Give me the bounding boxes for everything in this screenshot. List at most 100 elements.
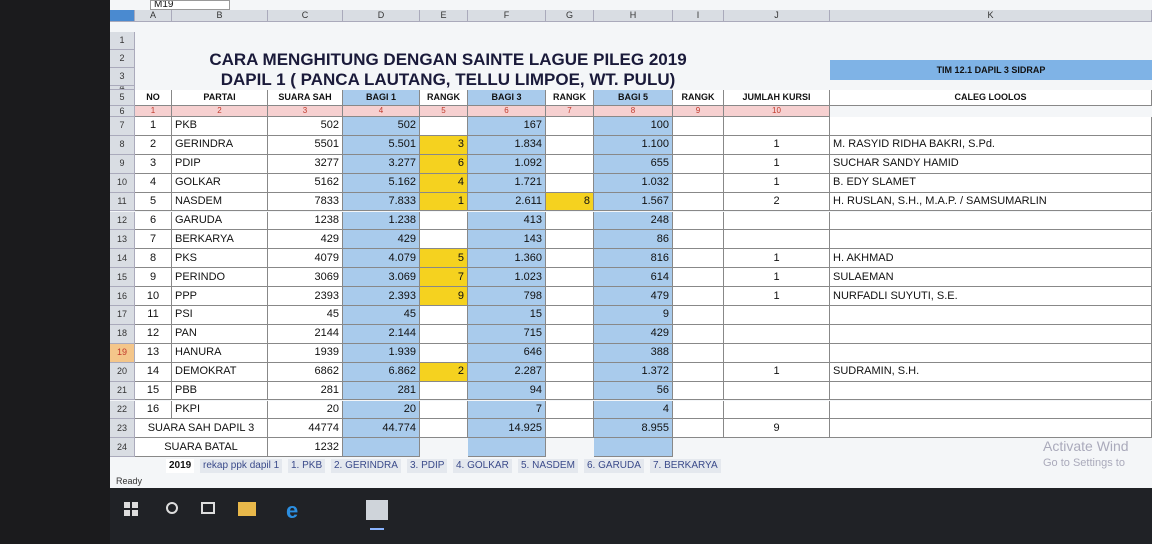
cell [546, 381, 594, 401]
index-cell: 4 [343, 106, 420, 117]
cell: 1.238 [343, 211, 420, 231]
invalid-value: 1232 [268, 438, 343, 458]
cell: 3.277 [343, 154, 420, 174]
cell: 429 [343, 230, 420, 250]
cell [420, 230, 468, 250]
cell [724, 117, 830, 136]
column-title: NO [135, 90, 172, 106]
sheet-tab[interactable]: 2019 [166, 459, 195, 473]
cell [420, 117, 468, 136]
cell: 45 [343, 306, 420, 325]
index-cell: 10 [724, 106, 830, 117]
sheet-tab[interactable]: 1. PKB [288, 459, 326, 473]
cell: SULAEMAN [830, 268, 1152, 288]
cell [546, 154, 594, 174]
cell [673, 211, 724, 231]
cell [724, 211, 830, 231]
cell: 2 [135, 135, 172, 155]
cell [546, 362, 594, 382]
sheet-tab[interactable]: 3. PDIP [407, 459, 448, 473]
cell: 3069 [268, 268, 343, 288]
cell [830, 117, 1152, 136]
cell [830, 419, 1152, 439]
cell: 7.833 [343, 192, 420, 212]
index-cell: 3 [268, 106, 343, 117]
cell [830, 306, 1152, 325]
sheet-tab[interactable]: 5. NASDEM [518, 459, 578, 473]
cell [673, 381, 724, 401]
cell [830, 324, 1152, 344]
taskbar: e [110, 488, 1152, 544]
row-header: 8 [110, 135, 135, 155]
cell [724, 230, 830, 250]
index-cell: 7 [546, 106, 594, 117]
cell: 13 [135, 343, 172, 363]
cell: 2.393 [343, 287, 420, 306]
cell: PKB [172, 117, 268, 136]
sheet-tab[interactable]: 4. GOLKAR [453, 459, 512, 473]
cell: 248 [594, 211, 673, 231]
cell [420, 306, 468, 325]
cell [673, 154, 724, 174]
cell: 1.834 [468, 135, 546, 155]
cell: 1.939 [343, 343, 420, 363]
cell: 413 [468, 211, 546, 231]
column-title: JUMLAH KURSI [724, 90, 830, 106]
cell: H. RUSLAN, S.H., M.A.P. / SAMSUMARLIN [830, 192, 1152, 212]
cell: 20 [343, 400, 420, 420]
cell: 4079 [268, 249, 343, 269]
cell: 3.069 [343, 268, 420, 288]
total-cell: 8.955 [594, 419, 673, 439]
index-cell: 1 [135, 106, 172, 117]
sheet-tab[interactable]: 7. BERKARYA [650, 459, 721, 473]
sheet-tab[interactable]: rekap ppk dapil 1 [200, 459, 283, 473]
total-cell [673, 419, 724, 439]
cell: NASDEM [172, 192, 268, 212]
title: CARA MENGHITUNG DENGAN SAINTE LAGUE PILE… [209, 50, 687, 68]
name-box[interactable]: M19 [150, 0, 230, 10]
cell: 2 [724, 192, 830, 212]
column-header: C [268, 10, 343, 22]
row-header: 16 [110, 287, 135, 306]
cell [673, 343, 724, 363]
cell [673, 117, 724, 136]
sheet-tab[interactable]: 6. GARUDA [584, 459, 644, 473]
row-header: 7 [110, 117, 135, 136]
cell: 388 [594, 343, 673, 363]
cell [673, 400, 724, 420]
index-cell: 6 [468, 106, 546, 117]
row-header: 1 [110, 32, 135, 50]
bezel [0, 0, 110, 544]
row-header: 20 [110, 362, 135, 382]
cell: 10 [135, 287, 172, 306]
cell: PKS [172, 249, 268, 269]
cell: 20 [268, 400, 343, 420]
cell [724, 306, 830, 325]
cell: 2.144 [343, 324, 420, 344]
cell: 12 [135, 324, 172, 344]
total-cell [420, 419, 468, 439]
cell: 2 [420, 362, 468, 382]
cell: 715 [468, 324, 546, 344]
cell: 7833 [268, 192, 343, 212]
cell: 1 [724, 249, 830, 269]
cell: 1.032 [594, 173, 673, 193]
cell: HANURA [172, 343, 268, 363]
column-title: BAGI 3 [468, 90, 546, 106]
cell: 5162 [268, 173, 343, 193]
column-header: J [724, 10, 830, 22]
cell: 798 [468, 287, 546, 306]
cell: 1.023 [468, 268, 546, 288]
cell: 502 [268, 117, 343, 136]
cell [673, 287, 724, 306]
cell: 86 [594, 230, 673, 250]
cell [830, 343, 1152, 363]
cell: 4 [594, 400, 673, 420]
cell: 2144 [268, 324, 343, 344]
cell: 45 [268, 306, 343, 325]
cell: 1 [724, 362, 830, 382]
sheet-tab[interactable]: 2. GERINDRA [331, 459, 401, 473]
row-header: 12 [110, 211, 135, 231]
cell: PAN [172, 324, 268, 344]
